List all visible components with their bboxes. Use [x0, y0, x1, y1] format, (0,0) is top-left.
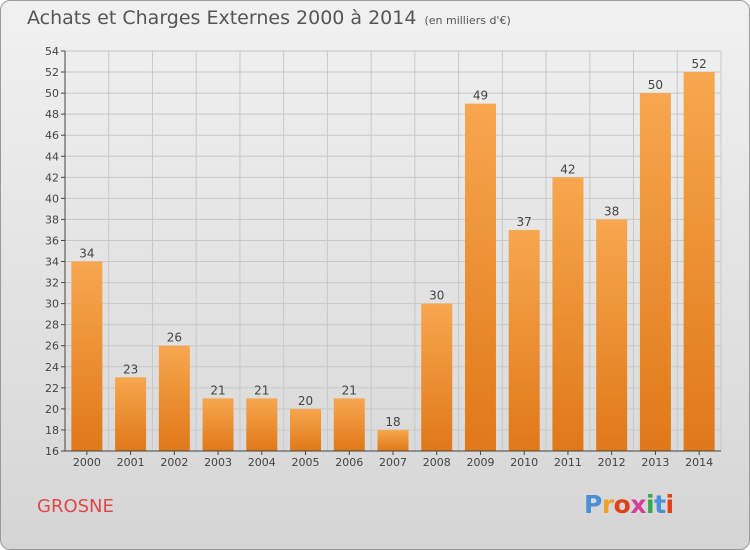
- x-tick-label: 2002: [160, 456, 188, 469]
- bar-2003: [202, 398, 234, 451]
- logo-letter: o: [613, 490, 631, 519]
- y-tick-label: 32: [45, 277, 59, 290]
- x-tick-label: 2012: [598, 456, 626, 469]
- y-tick-label: 40: [45, 192, 59, 205]
- data-label: 38: [604, 204, 619, 218]
- x-tick-label: 2006: [335, 456, 363, 469]
- chart-subtitle: (en milliers d'€): [424, 14, 511, 27]
- bar-2008: [421, 303, 453, 451]
- y-tick-label: 18: [45, 424, 59, 437]
- data-label: 26: [167, 331, 182, 345]
- bar-2004: [246, 398, 278, 451]
- data-label: 49: [473, 89, 488, 103]
- x-tick-label: 2011: [554, 456, 582, 469]
- data-label: 37: [517, 215, 532, 229]
- y-tick-label: 44: [45, 150, 59, 163]
- x-tick-label: 2000: [73, 456, 101, 469]
- data-label: 42: [560, 162, 575, 176]
- logo-letter: P: [584, 490, 602, 519]
- x-tick-label: 2013: [641, 456, 669, 469]
- y-tick-label: 52: [45, 66, 59, 79]
- bar-2006: [333, 398, 365, 451]
- y-tick-label: 42: [45, 171, 59, 184]
- bar-2010: [508, 229, 540, 451]
- labels: 16 18 20 22 24 26 28 30 32 34 36 38 40 42 44 46 48 50 52 54…: [45, 45, 713, 469]
- y-tick-label: 34: [45, 256, 59, 269]
- y-tick-label: 24: [45, 361, 59, 374]
- y-tick-label: 20: [45, 403, 59, 416]
- data-label: 21: [342, 383, 357, 397]
- y-tick-label: 22: [45, 382, 59, 395]
- location-name: GROSNE: [37, 496, 114, 517]
- data-label: 23: [123, 362, 138, 376]
- x-tick-label: 2014: [685, 456, 713, 469]
- bar-2012: [596, 219, 628, 451]
- y-tick-label: 30: [45, 298, 59, 311]
- data-label: 21: [210, 383, 225, 397]
- axes: [61, 50, 721, 455]
- bar-2013: [639, 93, 671, 452]
- logo-letter: i: [665, 490, 675, 519]
- y-tick-label: 38: [45, 213, 59, 226]
- data-label: 30: [429, 289, 444, 303]
- data-label: 20: [298, 394, 313, 408]
- x-tick-label: 2010: [510, 456, 538, 469]
- logo-letter: r: [601, 490, 614, 519]
- data-label: 18: [385, 415, 400, 429]
- bar-2001: [115, 377, 147, 451]
- y-tick-label: 46: [45, 129, 59, 142]
- logo-letter: x: [630, 490, 646, 519]
- y-tick-label: 16: [45, 445, 59, 458]
- data-label: 50: [648, 78, 663, 92]
- chart-title-text: Achats et Charges Externes 2000 à 2014: [27, 7, 417, 29]
- data-label: 52: [691, 57, 706, 71]
- x-tick-label: 2004: [248, 456, 276, 469]
- y-tick-label: 36: [45, 234, 59, 247]
- bar-2005: [290, 408, 322, 451]
- bar-2009: [464, 103, 496, 451]
- x-tick-label: 2009: [466, 456, 494, 469]
- bars: [71, 72, 715, 452]
- y-tick-label: 50: [45, 87, 59, 100]
- bar-2007: [377, 429, 409, 451]
- bar-2000: [71, 261, 103, 451]
- data-label: 34: [79, 247, 94, 261]
- chart-title: Achats et Charges Externes 2000 à 2014 (e…: [27, 7, 511, 29]
- bar-2014: [683, 72, 715, 451]
- x-tick-label: 2007: [379, 456, 407, 469]
- y-tick-label: 28: [45, 319, 59, 332]
- proxiti-logo[interactable]: Proxiti: [584, 490, 674, 519]
- y-tick-label: 54: [45, 45, 59, 58]
- y-tick-label: 48: [45, 108, 59, 121]
- x-tick-label: 2001: [117, 456, 145, 469]
- x-tick-label: 2005: [292, 456, 320, 469]
- x-tick-label: 2008: [423, 456, 451, 469]
- logo-letter: t: [654, 490, 666, 519]
- data-label: 21: [254, 383, 269, 397]
- logo-letter: i: [646, 490, 655, 519]
- bar-2002: [158, 345, 190, 451]
- x-tick-label: 2003: [204, 456, 232, 469]
- bar-2011: [552, 177, 584, 451]
- y-tick-label: 26: [45, 340, 59, 353]
